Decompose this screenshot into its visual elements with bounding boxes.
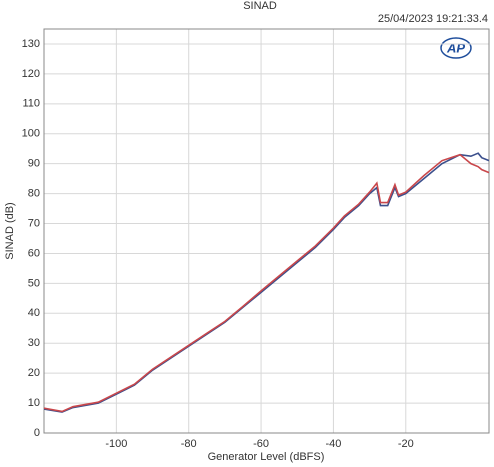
y-tick-label: 20: [28, 367, 40, 379]
plot-frame: [43, 28, 490, 434]
logo-ring: [440, 37, 472, 59]
chart-title: SINAD: [243, 0, 277, 12]
y-axis-label: SINAD (dB): [4, 202, 16, 259]
y-tick-label: 100: [22, 128, 40, 140]
series-line: [44, 153, 489, 413]
x-tick-label: -100: [105, 438, 127, 450]
y-tick-label: 80: [28, 187, 40, 199]
x-axis-label: Generator Level (dBFS): [208, 451, 325, 463]
logo: AP: [446, 40, 465, 55]
y-tick-label: 10: [28, 397, 40, 409]
timestamp: 25/04/2023 19:21:33.4: [378, 13, 488, 25]
y-tick-label: 90: [28, 158, 40, 170]
x-tick-label: -80: [181, 438, 197, 450]
y-tick-label: 60: [28, 247, 40, 259]
y-tick-label: 110: [22, 98, 40, 110]
x-tick-label: -60: [253, 438, 269, 450]
y-tick-label: 30: [28, 337, 40, 349]
y-tick-label: 120: [22, 68, 40, 80]
y-tick-label: 70: [28, 217, 40, 229]
y-tick-label: 130: [22, 38, 40, 50]
x-tick-label: -20: [398, 438, 414, 450]
y-tick-label: 40: [28, 307, 40, 319]
y-tick-label: 0: [34, 427, 40, 439]
x-tick-label: -40: [325, 438, 341, 450]
y-tick-label: 50: [28, 277, 40, 289]
